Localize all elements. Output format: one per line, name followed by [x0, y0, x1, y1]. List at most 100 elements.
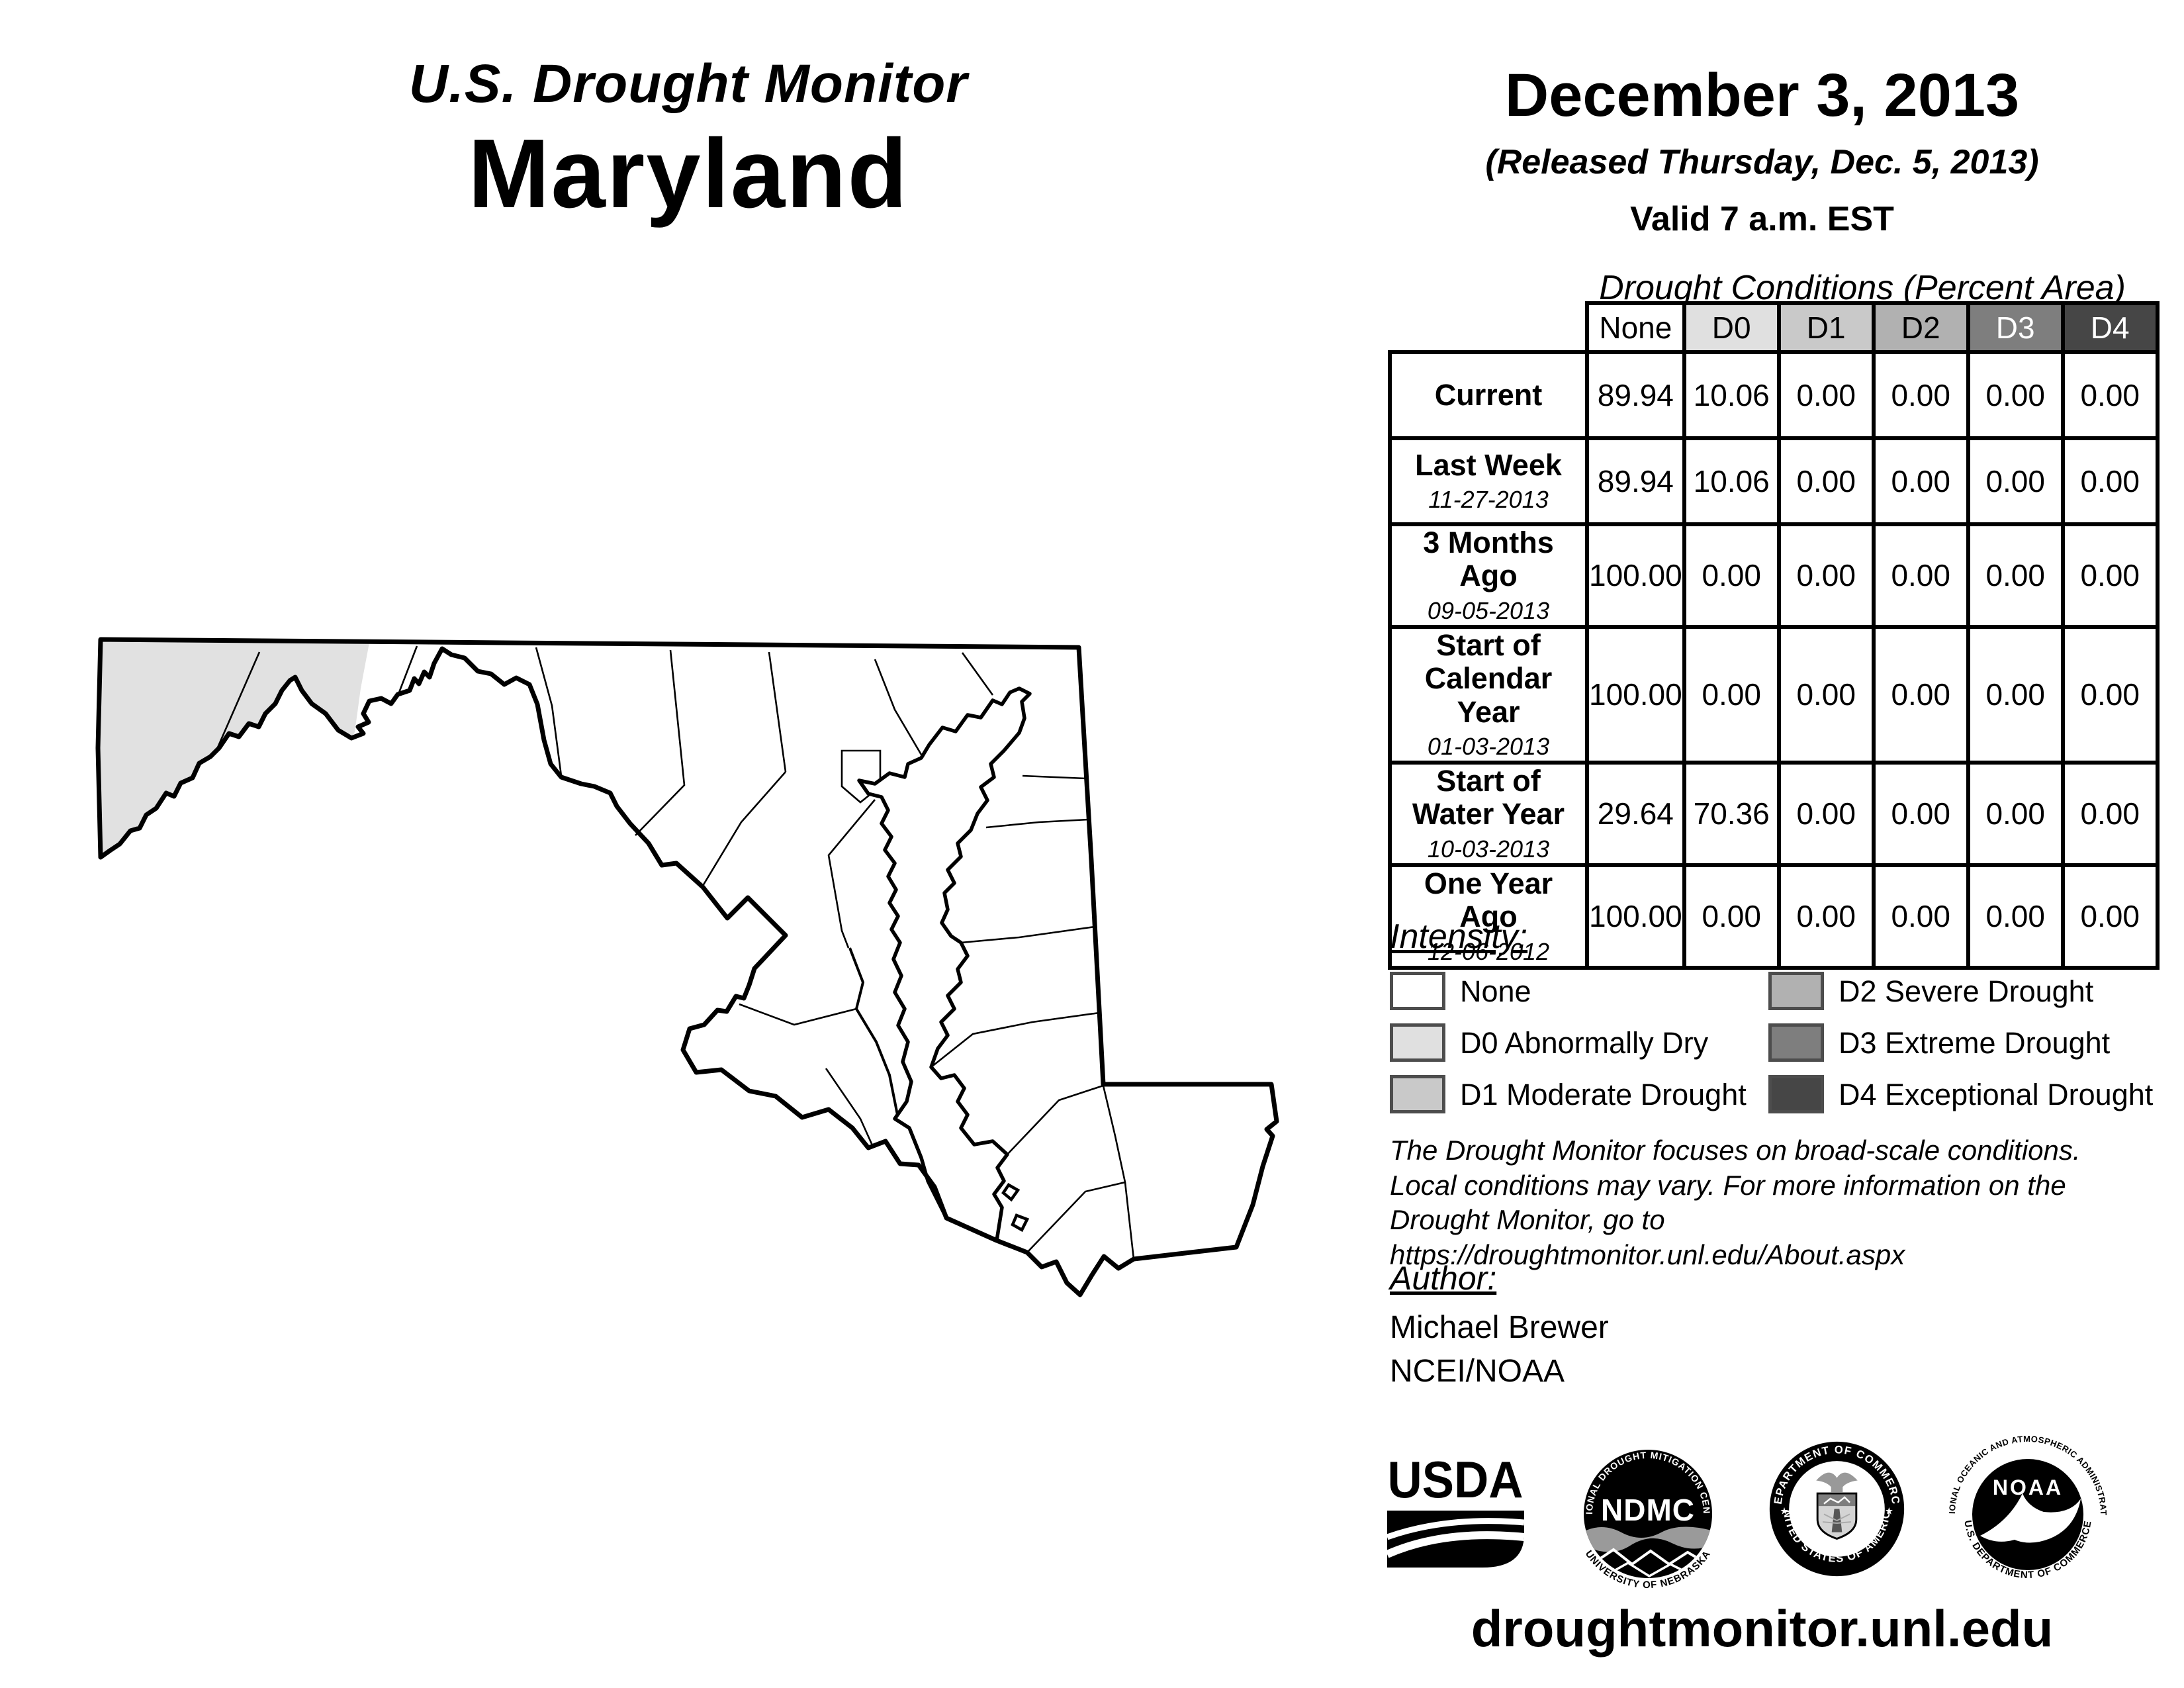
legend-swatch-d1: [1390, 1075, 1445, 1113]
table-row: Start of Water Year 10-03-2013 29.64 70.3…: [1388, 760, 2160, 867]
valid-time: Valid 7 a.m. EST: [1630, 200, 1894, 238]
date-block: December 3, 2013 (Released Thursday, Dec…: [1390, 61, 2134, 239]
d0-shaded-region: [98, 639, 369, 857]
table-row: Last Week 11-27-2013 89.94 10.06 0.00 0.0…: [1388, 436, 2160, 526]
doc-rays: [1822, 1513, 1852, 1524]
author-name: Michael Brewer: [1390, 1310, 1609, 1345]
report-title: U.S. Drought Monitor: [408, 54, 968, 114]
cell-value: 0.00: [1966, 624, 2065, 765]
cell-value: 10.06: [1682, 436, 1781, 526]
cell-value: 89.94: [1585, 436, 1686, 526]
legend-label: D0 Abnormally Dry: [1460, 1026, 1709, 1060]
legend-title: Intensity:: [1390, 917, 1528, 956]
map-date: December 3, 2013: [1504, 62, 2020, 129]
legend-label: D2 Severe Drought: [1839, 974, 2094, 1008]
legend-swatch-d3: [1768, 1023, 1824, 1062]
disclaimer-line: Drought Monitor, go to https://droughtmo…: [1390, 1204, 1905, 1270]
drought-conditions-table: None D0 D1 D2 D3 D4 Current 89.94 10.06 …: [1388, 301, 2160, 970]
row-date: 11-27-2013: [1428, 486, 1549, 514]
col-header-d3: D3: [1966, 301, 2065, 354]
doc-ship: [1823, 1496, 1850, 1505]
cell-value: 0.00: [1776, 350, 1876, 440]
doc-star-left: ★: [1780, 1506, 1789, 1517]
col-header-d1: D1: [1776, 301, 1876, 354]
cell-value: 0.00: [1776, 522, 1876, 629]
cell-value: 0.00: [1871, 522, 1970, 629]
cell-value: 0.00: [1871, 760, 1970, 867]
table-row: One Year Ago 12-06-2012 100.00 0.00 0.00 …: [1388, 863, 2160, 970]
bay-islands: [1001, 1183, 1030, 1233]
released-date: (Released Thursday, Dec. 5, 2013): [1485, 143, 2039, 181]
cell-value: 0.00: [1682, 863, 1781, 970]
col-header-d2: D2: [1871, 301, 1970, 354]
doc-seal: DEPARTMENT OF COMMERCE UNITED STATES OF …: [1766, 1438, 1905, 1577]
ndmc-terrain-lines: [1592, 1548, 1705, 1566]
disclaimer-line: The Drought Monitor focuses on broad-sca…: [1390, 1135, 2081, 1166]
disclaimer-text: The Drought Monitor focuses on broad-sca…: [1390, 1133, 2184, 1272]
doc-lighthouse: [1831, 1509, 1843, 1532]
cell-value: 0.00: [1776, 863, 1876, 970]
patuxent-river-line: [848, 947, 899, 1115]
cell-value: 100.00: [1585, 863, 1686, 970]
cell-value: 0.00: [2060, 760, 2160, 867]
cell-value: 0.00: [1966, 760, 2065, 867]
cell-value: 70.36: [1682, 760, 1781, 867]
maryland-drought-map: [95, 637, 1279, 1297]
cell-value: 29.64: [1585, 760, 1686, 867]
table-corner-cell: [1390, 303, 1587, 352]
legend-swatch-d2: [1768, 972, 1824, 1010]
legend-label: D3 Extreme Drought: [1839, 1026, 2111, 1060]
cell-value: 0.00: [2060, 522, 2160, 629]
cell-value: 0.00: [1871, 624, 1970, 765]
usda-swoosh-lower: [1385, 1531, 1525, 1558]
table-caption: Drought Conditions (Percent Area): [1599, 269, 2126, 307]
row-label: Current: [1434, 377, 1543, 412]
table-row: Start of Calendar Year 01-03-2013 100.00 …: [1388, 624, 2160, 765]
col-header-none: None: [1585, 301, 1686, 354]
noaa-seal: NOAA NATIONAL OCEANIC AND ATMOSPHERIC AD…: [1943, 1430, 2109, 1581]
cell-value: 0.00: [2060, 436, 2160, 526]
cell-value: 0.00: [2060, 350, 2160, 440]
cell-value: 0.00: [1966, 522, 2065, 629]
row-label: 3 Months Ago: [1423, 526, 1554, 593]
legend-label: D4 Exceptional Drought: [1839, 1078, 2154, 1111]
doc-eagle: [1816, 1472, 1858, 1493]
cell-value: 100.00: [1585, 624, 1686, 765]
row-date: 09-05-2013: [1427, 596, 1550, 624]
cell-value: 0.00: [1871, 863, 1970, 970]
row-date: 10-03-2013: [1427, 835, 1550, 863]
cell-value: 0.00: [1776, 624, 1876, 765]
legend-swatch-none: [1390, 972, 1445, 1010]
cell-value: 0.00: [1682, 522, 1781, 629]
ndmc-terrain-lines2: [1606, 1561, 1690, 1578]
cell-value: 0.00: [1871, 350, 1970, 440]
cell-value: 10.06: [1682, 350, 1781, 440]
legend-swatch-d4: [1768, 1075, 1824, 1113]
col-header-d0: D0: [1682, 301, 1781, 354]
cell-value: 0.00: [1776, 760, 1876, 867]
legend-label: None: [1460, 974, 1531, 1008]
usda-logo: USDA: [1385, 1455, 1525, 1568]
doc-shield-band: [1818, 1494, 1856, 1507]
ndmc-wave-band: [1584, 1526, 1712, 1552]
row-label: Start of Water Year: [1412, 763, 1565, 831]
doc-star-right: ★: [1885, 1506, 1893, 1517]
cell-value: 0.00: [1682, 624, 1781, 765]
row-label: One Year Ago: [1424, 866, 1553, 934]
cell-value: 0.00: [1966, 436, 2065, 526]
cell-value: 0.00: [1966, 350, 2065, 440]
noaa-abbr: NOAA: [1993, 1476, 2063, 1499]
row-label: Last Week: [1415, 447, 1562, 482]
ndmc-abbr: NDMC: [1601, 1493, 1695, 1527]
county-boundaries: [216, 645, 1135, 1260]
chesapeake-bay: [857, 686, 1032, 1243]
author-heading: Author:: [1390, 1260, 1497, 1297]
disclaimer-line: Local conditions may vary. For more info…: [1390, 1169, 2066, 1201]
cell-value: 0.00: [1966, 863, 2065, 970]
table-row: Current 89.94 10.06 0.00 0.00 0.00 0.00: [1388, 350, 2160, 440]
table-header-row: None D0 D1 D2 D3 D4: [1390, 301, 2160, 354]
author-org: NCEI/NOAA: [1390, 1354, 1565, 1389]
col-header-d4: D4: [2060, 301, 2160, 354]
usda-swoosh-upper: [1386, 1518, 1525, 1540]
cell-value: 0.00: [1776, 436, 1876, 526]
